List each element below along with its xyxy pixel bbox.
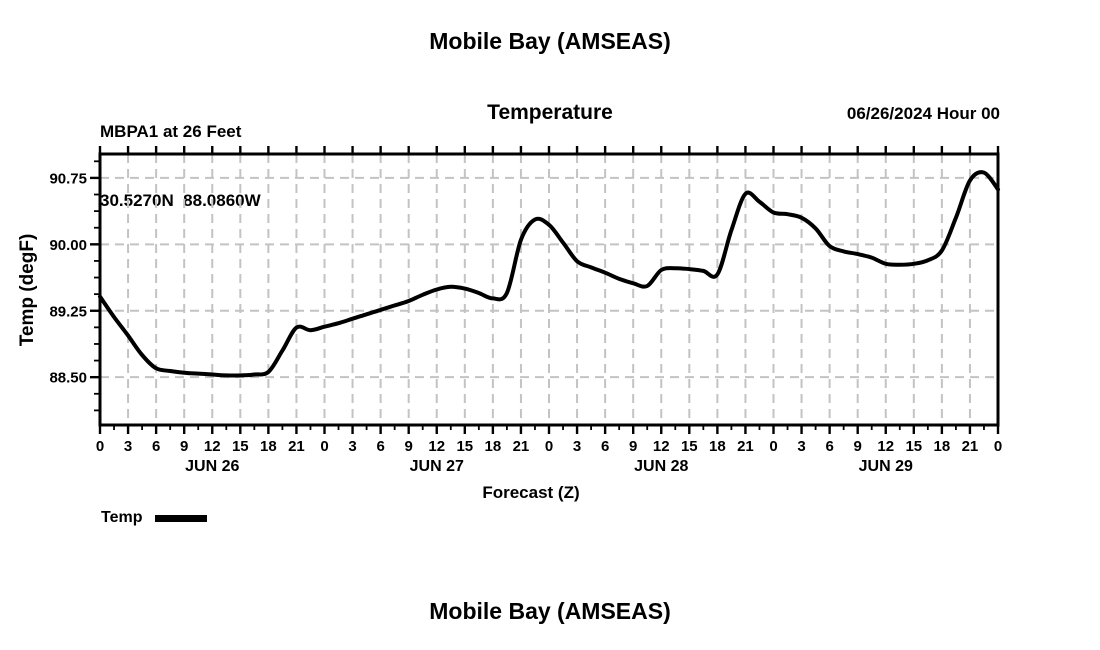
- y-tick-label: 89.25: [49, 303, 87, 320]
- gridlines: [100, 154, 998, 425]
- x-tick-label: 6: [376, 438, 384, 455]
- station-id-line: MBPA1 at 26 Feet: [100, 122, 242, 141]
- chart-title: Mobile Bay (AMSEAS): [429, 28, 671, 54]
- axes-and-ticks: [90, 146, 1000, 434]
- x-tick-label: 0: [320, 438, 328, 455]
- x-tick-label: 0: [994, 438, 1002, 455]
- x-tick-label: 6: [825, 438, 833, 455]
- x-tick-label: 9: [854, 438, 862, 455]
- x-tick-label: 21: [737, 438, 754, 455]
- x-tick-label: 15: [456, 438, 473, 455]
- x-tick-label: 3: [348, 438, 356, 455]
- x-tick-label: 6: [601, 438, 609, 455]
- x-tick-label: 0: [545, 438, 553, 455]
- plot-subtitle: Temperature: [487, 101, 613, 124]
- day-label: JUN 29: [859, 458, 913, 475]
- x-tick-label: 6: [152, 438, 160, 455]
- y-tick-label: 88.50: [49, 370, 87, 387]
- temperature-series-line: [98, 170, 1000, 378]
- x-tick-label: 18: [485, 438, 502, 455]
- x-axis-title: Forecast (Z): [482, 483, 580, 502]
- legend-label: Temp: [101, 509, 143, 526]
- x-tick-label: 12: [653, 438, 670, 455]
- x-tick-label: 12: [428, 438, 445, 455]
- x-tick-label: 18: [260, 438, 277, 455]
- x-tick-label: 21: [288, 438, 305, 455]
- model-run-datetime: 06/26/2024 Hour 00: [846, 104, 1000, 123]
- x-tick-label: 12: [204, 438, 221, 455]
- x-tick-label: 9: [180, 438, 188, 455]
- y-tick-label: 90.75: [49, 170, 87, 187]
- x-tick-label: 18: [709, 438, 726, 455]
- x-tick-label: 15: [681, 438, 698, 455]
- day-label: JUN 26: [185, 458, 239, 475]
- legend: Temp: [101, 509, 208, 527]
- x-tick-label: 21: [962, 438, 979, 455]
- x-tick-label: 9: [405, 438, 413, 455]
- x-tick-label: 12: [877, 438, 894, 455]
- next-chart-title: Mobile Bay (AMSEAS): [429, 598, 671, 624]
- x-tick-label: 3: [573, 438, 581, 455]
- x-tick-label: 3: [124, 438, 132, 455]
- temp-series: [98, 170, 1000, 378]
- x-tick-label: 9: [629, 438, 637, 455]
- x-tick-label: 3: [797, 438, 805, 455]
- y-tick-label: 90.00: [49, 237, 87, 254]
- x-tick-label: 0: [769, 438, 777, 455]
- day-label: JUN 28: [634, 458, 688, 475]
- x-tick-label: 21: [513, 438, 530, 455]
- x-tick-label: 18: [934, 438, 951, 455]
- axis-tick-labels: 90.75 90.00 89.25 88.50 0 3 6 9 12 15 18 21 0 3 6 9 12 15…: [49, 170, 1002, 475]
- day-label: JUN 27: [410, 458, 464, 475]
- x-tick-label: 15: [905, 438, 922, 455]
- x-tick-label: 0: [96, 438, 104, 455]
- legend-line-swatch: [155, 514, 208, 522]
- x-tick-label: 15: [232, 438, 249, 455]
